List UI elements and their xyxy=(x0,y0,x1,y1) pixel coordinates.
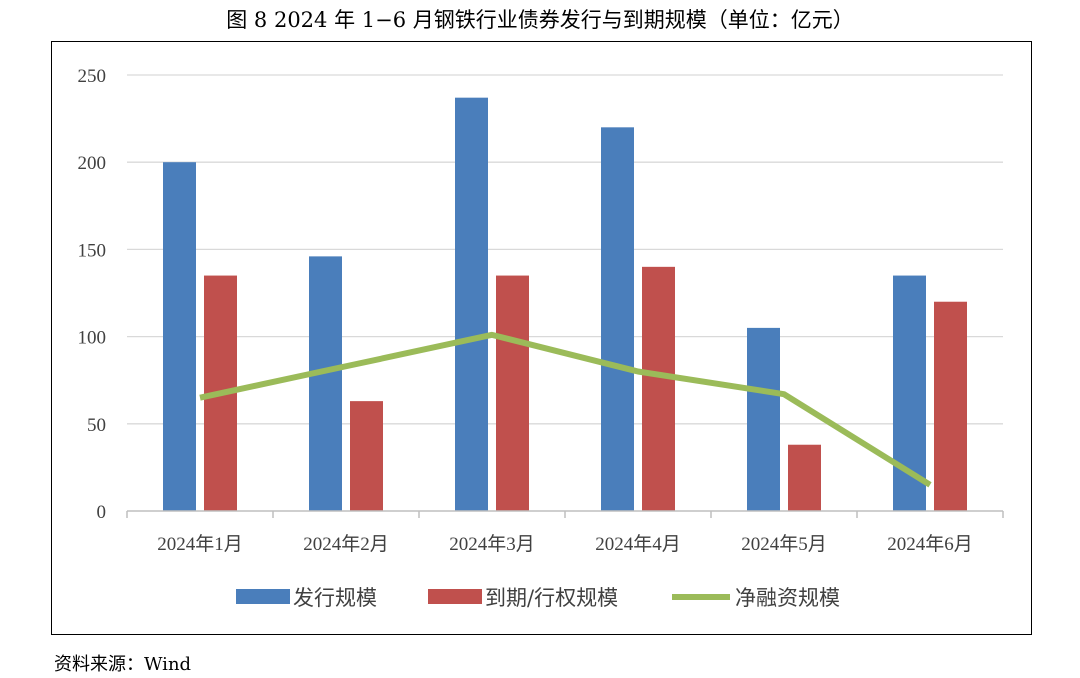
legend-swatch xyxy=(428,589,482,604)
x-tick-label: 2024年4月 xyxy=(595,533,681,555)
bar-maturity xyxy=(496,275,529,511)
y-tick-label: 200 xyxy=(78,153,107,174)
bar-maturity xyxy=(788,444,821,511)
y-tick-label: 250 xyxy=(78,66,107,87)
x-axis xyxy=(126,510,1004,518)
x-tick-label: 2024年3月 xyxy=(449,533,535,555)
source-note: 资料来源：Wind xyxy=(54,654,192,675)
gridlines xyxy=(127,74,1003,425)
legend: 发行规模 到期/行权规模 净融资规模 xyxy=(236,586,840,610)
y-tick-label: 50 xyxy=(87,415,106,436)
bar-issuance xyxy=(309,256,342,511)
y-tick-label: 150 xyxy=(78,240,107,261)
bar-issuance xyxy=(455,97,488,511)
bars xyxy=(163,97,967,511)
bar-issuance xyxy=(893,275,926,511)
legend-label: 净融资规模 xyxy=(735,586,840,610)
x-axis-ticks: 2024年1月 2024年2月 2024年3月 2024年4月 2024年5月 2024年… xyxy=(157,533,973,555)
bar-issuance xyxy=(163,162,196,511)
bar-issuance xyxy=(747,327,780,511)
y-tick-label: 0 xyxy=(97,502,107,523)
bar-maturity xyxy=(934,301,967,511)
y-axis-ticks: 0 50 100 150 200 250 xyxy=(78,66,107,523)
bar-issuance xyxy=(601,127,634,511)
legend-swatch xyxy=(236,589,290,604)
x-tick-label: 2024年2月 xyxy=(303,533,389,555)
legend-label: 发行规模 xyxy=(293,586,377,610)
net-financing-line-layer xyxy=(199,331,932,488)
bar-maturity xyxy=(642,266,675,511)
net-financing-line xyxy=(199,331,932,488)
bar-maturity xyxy=(350,401,383,511)
chart-frame xyxy=(51,41,1032,635)
x-tick-label: 2024年5月 xyxy=(741,533,827,555)
figure-title: 图 8 2024 年 1−6 月钢铁行业债券发行与到期规模（单位：亿元） xyxy=(226,8,854,32)
legend-label: 到期/行权规模 xyxy=(485,586,618,610)
x-tick-label: 2024年6月 xyxy=(887,533,973,555)
y-tick-label: 100 xyxy=(78,328,107,349)
x-tick-label: 2024年1月 xyxy=(157,533,243,555)
